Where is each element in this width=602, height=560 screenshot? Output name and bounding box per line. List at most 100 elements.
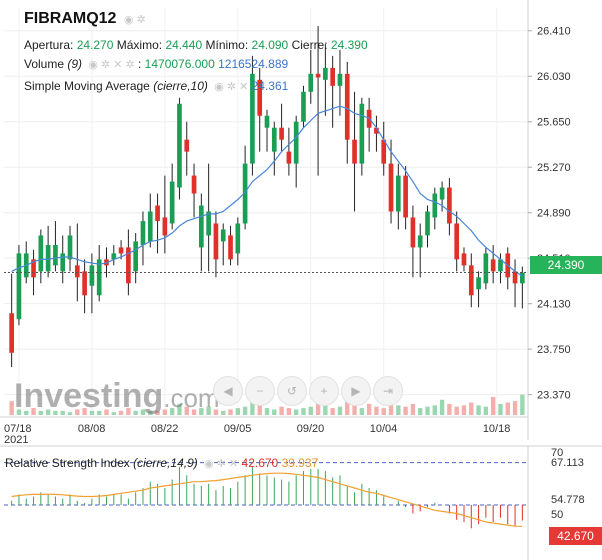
volume-bar — [418, 408, 423, 415]
candle-body — [67, 235, 73, 260]
volume-bar — [359, 408, 365, 415]
volume-bar — [483, 406, 489, 415]
candle — [344, 61, 350, 164]
volume-bar — [133, 410, 138, 415]
candle-body — [74, 265, 80, 278]
time-tick-label: 08/08 — [78, 423, 106, 435]
eye-icon[interactable]: ◉ — [214, 81, 224, 93]
volume-bar — [24, 410, 29, 415]
eye-icon[interactable]: ◉ — [204, 458, 214, 470]
candle-body — [476, 277, 481, 290]
zoom-out-icon[interactable]: − — [245, 376, 275, 406]
candle-body — [147, 211, 153, 242]
candle-body — [45, 245, 51, 272]
low-label: Mínimo: — [205, 38, 249, 52]
candle — [410, 205, 416, 278]
rsi-tick-label: 54.778 — [551, 494, 585, 506]
eye-icon[interactable]: ◉ — [88, 59, 98, 71]
price-tick-label: 25.270 — [537, 162, 571, 174]
candle-body — [279, 127, 284, 140]
volume-bar — [228, 409, 233, 415]
candle — [461, 247, 467, 272]
volume-bar — [366, 403, 372, 415]
candle-body — [213, 223, 219, 260]
candle — [147, 193, 153, 248]
candle — [191, 163, 197, 218]
candle — [381, 121, 387, 176]
close-icon[interactable]: ✕ — [228, 458, 239, 470]
price-tick-label: 26.410 — [537, 26, 571, 38]
close-icon[interactable]: ✕ — [239, 81, 249, 93]
candle — [293, 115, 299, 188]
candle — [9, 273, 14, 368]
candle — [162, 175, 168, 254]
scroll-end-icon[interactable]: ⇥ — [373, 376, 403, 406]
candle — [439, 181, 445, 212]
candle — [257, 67, 263, 152]
volume-value: 1470076.000 — [144, 57, 215, 71]
candle-body — [286, 151, 292, 164]
candle-body — [31, 259, 36, 278]
volume-bar — [345, 398, 350, 415]
reset-icon[interactable]: ↺ — [277, 376, 307, 406]
price-tick-label: 26.030 — [537, 71, 571, 83]
candle — [498, 253, 503, 284]
volume-bar — [148, 410, 153, 415]
volume-param: (9) — [67, 57, 83, 71]
candle-body — [330, 67, 335, 86]
candle-body — [388, 163, 394, 212]
volume-bar — [374, 406, 379, 415]
volume-bar — [242, 406, 248, 415]
candle — [323, 43, 328, 116]
candle-body — [301, 91, 306, 122]
candle — [476, 271, 481, 308]
volume-bar — [512, 401, 518, 415]
settings-icon[interactable]: ✲ — [216, 458, 226, 470]
volume-bar — [279, 406, 284, 415]
settings-icon[interactable]: ✲ — [125, 59, 135, 71]
candle — [228, 225, 233, 266]
candle-body — [53, 245, 58, 266]
sma-legend: Simple Moving Average (cierre,10) ◉ ✲ ✕ 24… — [24, 79, 288, 94]
volume-bar — [89, 410, 95, 415]
rsi-tick-label: 70 — [551, 447, 563, 459]
candle — [16, 245, 22, 326]
close-icon[interactable]: ✕ — [113, 59, 123, 71]
year-label: 2021 — [4, 434, 28, 446]
candle-body — [432, 193, 438, 218]
candle — [512, 259, 518, 308]
volume-bar — [221, 410, 226, 415]
volume-bar — [301, 408, 306, 415]
sma-value: 24.361 — [251, 79, 289, 93]
volume-bar — [177, 403, 182, 415]
candle-body — [118, 247, 124, 254]
candle-body — [228, 235, 233, 260]
settings-icon[interactable]: ✲ — [226, 81, 237, 93]
zoom-in-icon[interactable]: + — [309, 376, 339, 406]
settings-icon[interactable]: ✲ — [101, 59, 111, 71]
volume-bar — [505, 402, 510, 415]
volume-bar — [308, 406, 313, 415]
candle-body — [264, 115, 270, 128]
volume-bar — [162, 409, 168, 415]
time-tick-label: 07/18 — [4, 423, 32, 435]
candle-body — [177, 103, 182, 188]
settings-icon[interactable]: ✲ — [136, 14, 146, 26]
candle-body — [16, 253, 22, 320]
candle-body — [162, 217, 168, 236]
candle — [38, 229, 44, 284]
candle — [301, 85, 306, 128]
open-value: 24.270 — [76, 38, 114, 52]
candle-body — [512, 271, 518, 284]
volume-bar — [396, 405, 401, 415]
eye-icon[interactable]: ◉ — [123, 14, 134, 26]
volume-bar — [16, 409, 22, 415]
candle-body — [82, 271, 87, 296]
scroll-right-icon[interactable]: ▶ — [341, 376, 371, 406]
candle — [374, 115, 379, 152]
volume-bar — [199, 408, 204, 415]
scroll-left-icon[interactable]: ◀ — [213, 376, 243, 406]
candle-body — [206, 211, 211, 236]
candle — [417, 223, 423, 278]
